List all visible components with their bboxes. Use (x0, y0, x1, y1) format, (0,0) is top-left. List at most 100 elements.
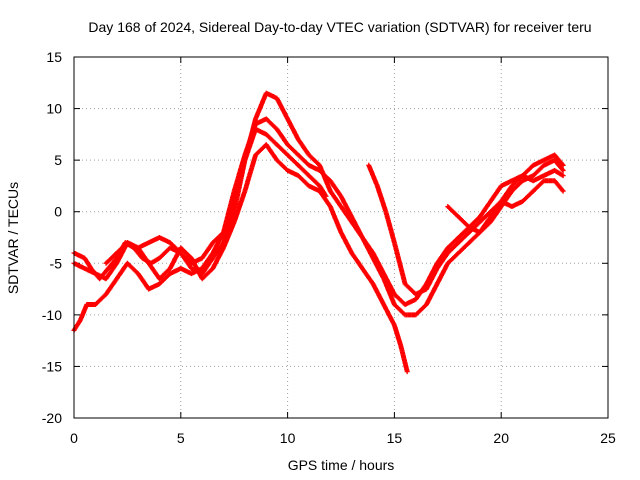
interpolated-markers (296, 163, 311, 178)
interpolated-markers (115, 241, 129, 255)
interpolated-markers (457, 230, 471, 245)
interpolated-markers (82, 256, 93, 270)
interpolated-markers (157, 266, 172, 281)
interpolated-markers (115, 261, 130, 281)
interpolated-markers (286, 143, 300, 157)
x-tick-label: 15 (387, 430, 403, 446)
x-tick-label: 20 (493, 430, 509, 446)
data-point (560, 173, 566, 179)
interpolated-markers (317, 189, 333, 208)
interpolated-markers (307, 174, 322, 188)
interpolated-markers (72, 318, 83, 332)
interpolated-markers (488, 205, 503, 224)
interpolated-markers (254, 143, 268, 157)
interpolated-markers (211, 241, 226, 260)
interpolated-markers (392, 241, 408, 286)
plot-frame (73, 56, 609, 419)
x-tick-label: 5 (177, 430, 185, 446)
interpolated-markers (328, 205, 343, 234)
interpolated-markers (136, 272, 151, 291)
interpolated-markers (478, 200, 493, 219)
interpolated-markers (349, 251, 365, 270)
interpolated-markers (446, 241, 460, 255)
interpolated-markers (381, 303, 397, 327)
interpolated-markers (296, 153, 311, 167)
interpolated-markers (381, 277, 397, 306)
y-tick-label: 15 (46, 49, 62, 65)
interpolated-markers (424, 282, 439, 306)
interpolated-markers (328, 179, 343, 198)
interpolated-markers (371, 282, 386, 306)
data-point (560, 162, 566, 168)
interpolated-markers (375, 184, 388, 213)
interpolated-markers (296, 174, 311, 188)
interpolated-markers (383, 210, 397, 244)
y-tick-label: 0 (54, 204, 62, 220)
interpolated-markers (392, 303, 407, 317)
interpolated-markers (446, 235, 460, 250)
interpolated-markers (286, 153, 300, 167)
interpolated-markers (478, 220, 492, 234)
interpolated-markers (403, 282, 418, 296)
interpolated-markers (521, 189, 535, 203)
interpolated-markers (147, 261, 162, 281)
interpolated-markers (275, 143, 290, 157)
interpolated-markers (553, 179, 565, 193)
data-points (71, 90, 566, 375)
interpolated-markers (157, 272, 172, 286)
interpolated-markers (521, 163, 535, 178)
interpolated-markers (307, 153, 322, 167)
x-tick-label: 0 (70, 430, 78, 446)
interpolated-markers (275, 158, 290, 172)
interpolated-markers (253, 91, 269, 121)
interpolated-markers (510, 179, 525, 193)
interpolated-markers (285, 117, 301, 141)
data-point (560, 188, 566, 194)
interpolated-markers (275, 97, 290, 121)
y-tick-label: -10 (42, 307, 62, 323)
interpolated-markers (296, 138, 311, 157)
interpolated-markers (104, 251, 119, 265)
x-tick-label: 25 (600, 430, 616, 446)
interpolated-markers (104, 261, 119, 281)
interpolated-markers (93, 292, 108, 307)
interpolated-markers (168, 241, 183, 255)
y-tick-label: 5 (54, 152, 62, 168)
interpolated-markers (371, 251, 386, 275)
interpolated-markers (360, 236, 375, 255)
interpolated-markers (381, 272, 397, 296)
y-tick-label: -5 (50, 255, 63, 271)
interpolated-markers (328, 189, 343, 208)
interpolated-markers (106, 256, 119, 270)
interpolated-markers (232, 189, 247, 224)
interpolated-markers (211, 230, 225, 245)
interpolated-markers (531, 179, 546, 193)
interpolated-markers (200, 266, 215, 281)
interpolated-markers (125, 261, 140, 276)
interpolated-markers (360, 267, 375, 286)
interpolated-markers (414, 303, 428, 317)
interpolated-markers (132, 246, 144, 260)
interpolated-markers (179, 246, 193, 260)
interpolated-markers (435, 246, 450, 265)
interpolated-markers (499, 189, 514, 208)
y-tick-label: -20 (42, 410, 62, 426)
interpolated-markers (553, 153, 565, 167)
series-day-5 (366, 162, 566, 297)
interpolated-markers (179, 251, 193, 265)
interpolated-markers (339, 205, 354, 224)
interpolated-markers (149, 256, 161, 266)
interpolated-markers (531, 163, 546, 178)
interpolated-markers (339, 231, 354, 255)
interpolated-markers (457, 225, 471, 240)
interpolated-markers (398, 344, 410, 373)
interpolated-markers (467, 230, 482, 245)
interpolated-markers (457, 215, 471, 229)
interpolated-markers (457, 241, 471, 255)
interpolated-markers (200, 256, 215, 275)
interpolated-markers (435, 262, 450, 286)
interpolated-markers (242, 153, 258, 193)
interpolated-markers (221, 220, 237, 249)
